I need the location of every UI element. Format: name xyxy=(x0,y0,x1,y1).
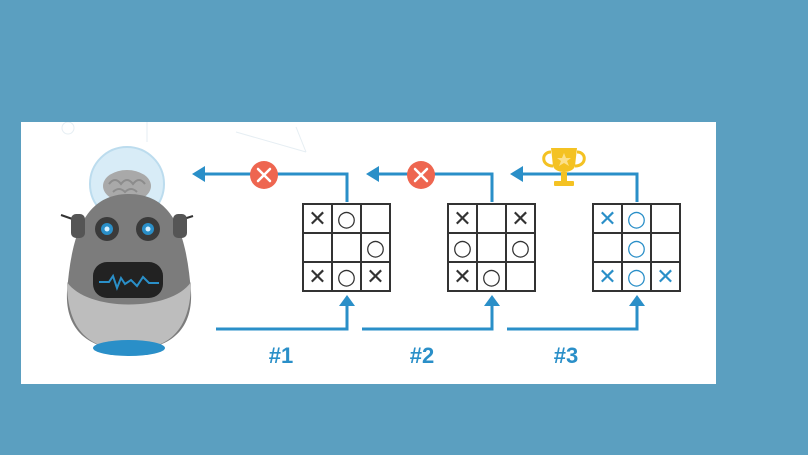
board-cell xyxy=(505,261,536,292)
x-mark: ✕ xyxy=(453,265,471,290)
board-cell xyxy=(621,261,652,292)
robot-illustration xyxy=(60,146,194,356)
board-cell xyxy=(360,261,391,292)
x-mark: ✕ xyxy=(366,265,384,290)
x-mark: ✕ xyxy=(453,207,471,232)
board-cell xyxy=(592,232,623,263)
o-mark: ○ xyxy=(627,236,646,261)
board-attempt-3: ✕ ○ ○ ✕ ○ ✕ xyxy=(592,203,681,292)
diagram-panel: ✕ ○ ○ ✕ ○ ✕ ✕ ✕ ○ ○ ✕ ○ ✕ ○ ○ ✕ ○ ✕ #1 #2 #3 xyxy=(21,122,716,384)
x-mark: ✕ xyxy=(598,265,616,290)
board-cell xyxy=(360,232,391,263)
background-decoration xyxy=(61,122,307,153)
x-mark: ✕ xyxy=(308,207,326,232)
board-cell xyxy=(447,203,478,234)
attempt-label-3: #3 xyxy=(554,343,578,368)
board-attempt-1: ✕ ○ ○ ✕ ○ ✕ xyxy=(302,203,391,292)
o-mark: ○ xyxy=(337,265,356,290)
o-mark: ○ xyxy=(337,207,356,232)
o-mark: ○ xyxy=(627,265,646,290)
board-cell xyxy=(621,203,652,234)
attempt-label-1: #1 xyxy=(269,343,293,368)
robot-mouth-screen xyxy=(93,262,163,298)
x-mark: ✕ xyxy=(308,265,326,290)
board-cell xyxy=(476,232,507,263)
arrowheads xyxy=(192,166,645,306)
board-cell xyxy=(650,261,681,292)
board-cell xyxy=(302,232,333,263)
board-cell xyxy=(360,203,391,234)
board-cell xyxy=(331,232,362,263)
learning-diagram: ✕ ○ ○ ✕ ○ ✕ ✕ ✕ ○ ○ ✕ ○ ✕ ○ ○ ✕ ○ ✕ #1 #2 #3 xyxy=(60,122,681,368)
x-circle-icon xyxy=(250,161,278,189)
o-mark: ○ xyxy=(482,265,501,290)
board-attempt-2: ✕ ✕ ○ ○ ✕ ○ xyxy=(447,203,536,292)
o-mark: ○ xyxy=(453,236,472,261)
o-mark: ○ xyxy=(627,207,646,232)
x-mark: ✕ xyxy=(656,265,674,290)
robot-eyes xyxy=(95,217,160,241)
board-cell xyxy=(650,232,681,263)
flow-arrows xyxy=(203,172,639,331)
o-mark: ○ xyxy=(511,236,530,261)
board-cell xyxy=(302,203,333,234)
x-circle-icon xyxy=(407,161,435,189)
o-mark: ○ xyxy=(366,236,385,261)
board-cell xyxy=(592,261,623,292)
board-cell xyxy=(476,203,507,234)
attempt-label-2: #2 xyxy=(410,343,434,368)
trophy-icon xyxy=(542,148,586,186)
brain-icon xyxy=(103,170,151,202)
x-mark: ✕ xyxy=(511,207,529,232)
board-cell xyxy=(331,261,362,292)
board-cell xyxy=(650,203,681,234)
x-mark: ✕ xyxy=(598,207,616,232)
